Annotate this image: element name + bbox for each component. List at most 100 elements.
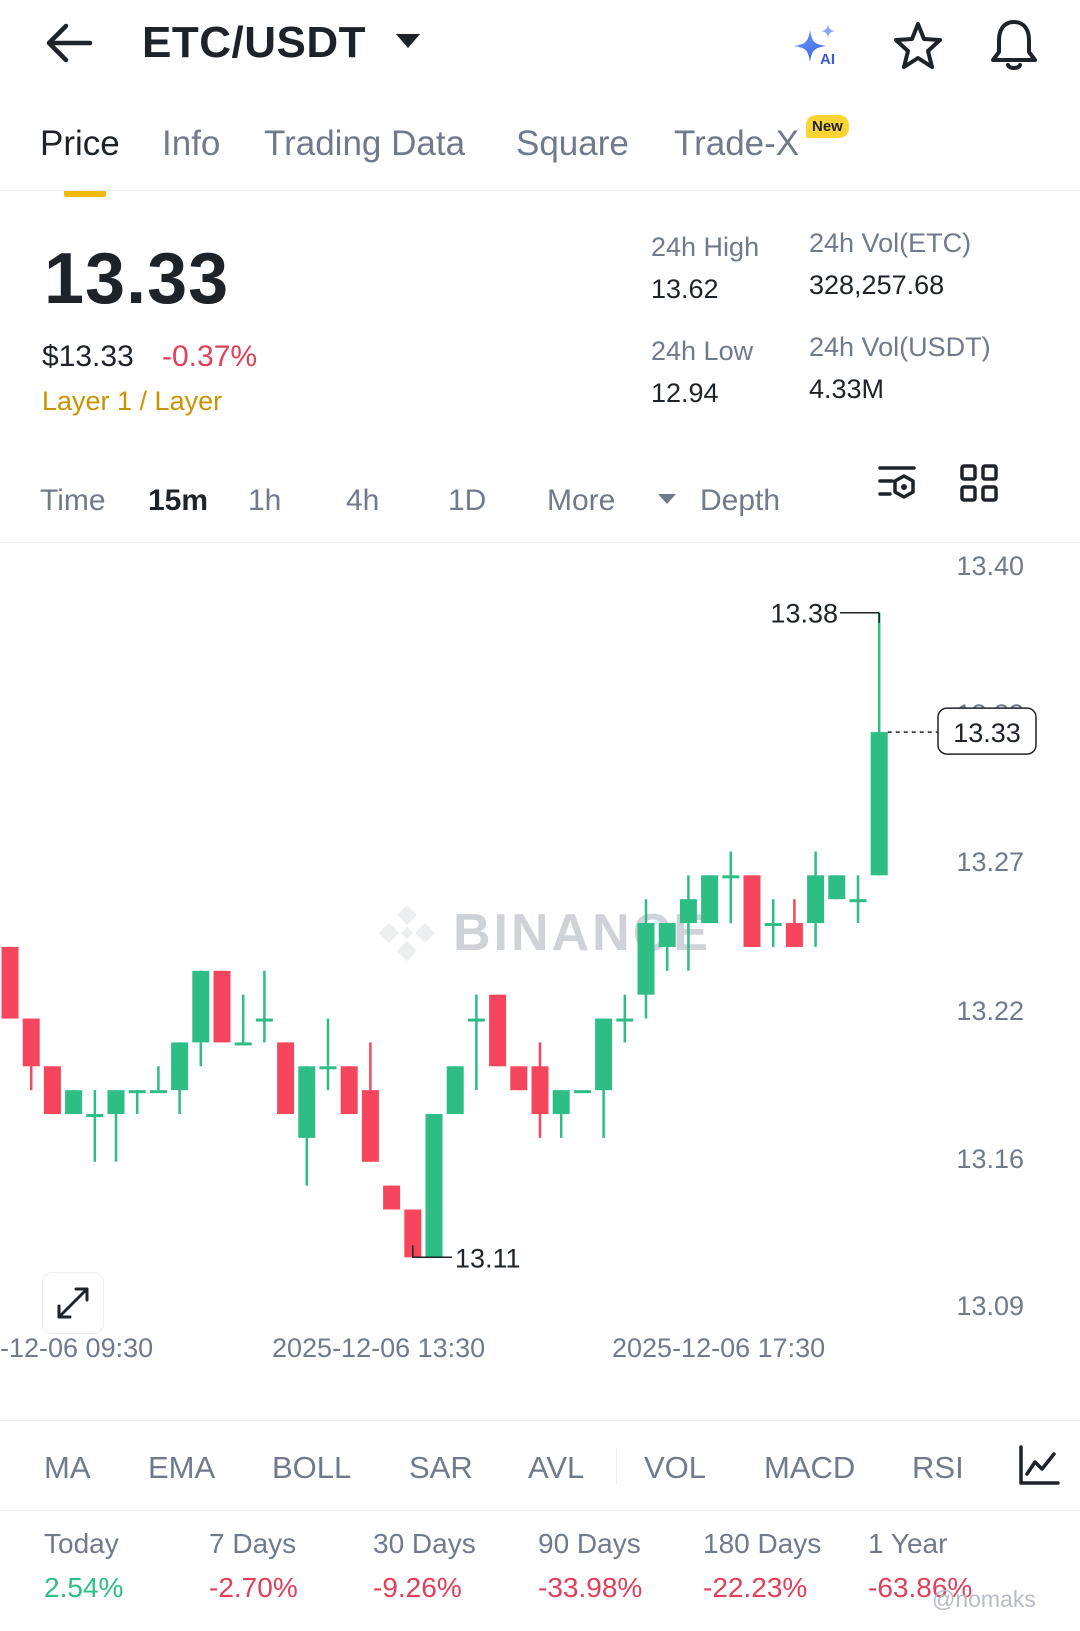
grid-layout-icon[interactable]: [960, 464, 998, 502]
candle: [828, 875, 846, 900]
perf-label-30d: 30 Days: [373, 1528, 476, 1559]
candle: [701, 875, 719, 924]
price-change-percent: -0.37%: [162, 340, 258, 373]
candle: [552, 1090, 570, 1138]
star-icon[interactable]: [892, 20, 944, 72]
more-caret-icon: [658, 494, 676, 504]
perf-label-today: Today: [44, 1528, 119, 1559]
interval-1h[interactable]: 1h: [248, 484, 282, 517]
ai-sparkle-icon[interactable]: AI: [792, 22, 844, 68]
candle-body: [764, 923, 782, 927]
binance-watermark: BINANCE: [379, 904, 708, 962]
back-arrow-icon[interactable]: [44, 20, 94, 66]
perf-value-180d: -22.23%: [703, 1572, 808, 1603]
interval-depth[interactable]: Depth: [700, 484, 781, 517]
min-price-label: 13.11: [455, 1243, 521, 1273]
tab-price[interactable]: Price: [40, 124, 120, 163]
candle: [531, 1042, 549, 1138]
indicator-rsi[interactable]: RSI: [912, 1450, 964, 1485]
candle: [679, 875, 697, 971]
indicator-macd[interactable]: MACD: [764, 1450, 856, 1485]
interval-15m[interactable]: 15m: [148, 484, 209, 517]
candle: [658, 923, 676, 971]
candle: [595, 1018, 613, 1138]
candle-body: [616, 1018, 634, 1022]
candle-body: [531, 1066, 549, 1115]
candle-body: [828, 875, 846, 900]
candle: [128, 1090, 146, 1115]
category-link[interactable]: Layer 1 / Layer: [42, 386, 223, 416]
chart-bottom-divider: [0, 1420, 1080, 1421]
perf-value-7d: -2.70%: [209, 1572, 298, 1603]
tab-square[interactable]: Square: [516, 124, 629, 163]
indicator-settings-icon[interactable]: [1018, 1444, 1060, 1486]
candle: [446, 1066, 464, 1115]
candle-body: [701, 875, 719, 924]
expand-chart-button[interactable]: [42, 1272, 104, 1334]
candle-body: [425, 1114, 443, 1258]
candle: [849, 875, 867, 924]
pair-title[interactable]: ETC/USDT: [142, 18, 366, 67]
interval-more[interactable]: More: [547, 484, 616, 517]
candle-body: [489, 994, 507, 1067]
candle: [86, 1090, 104, 1162]
candle-body: [149, 1090, 167, 1094]
interval-1d[interactable]: 1D: [448, 484, 487, 517]
x-tick-label: 2025-12-06 17:30: [612, 1333, 825, 1363]
candle-body: [86, 1114, 104, 1118]
bell-icon[interactable]: [988, 18, 1040, 72]
candle: [870, 612, 888, 876]
candlestick-chart[interactable]: BINANCE 13.40 13.33 13.27 13.22 13.16 13.09 -…: [0, 545, 1080, 1395]
indicator-avl[interactable]: AVL: [528, 1450, 585, 1485]
candle-body: [679, 899, 697, 924]
y-tick-label: 13.27: [956, 847, 1024, 877]
perf-value-today: 2.54%: [44, 1572, 124, 1603]
candle-body: [107, 1090, 125, 1115]
tab-trading-data[interactable]: Trading Data: [264, 124, 466, 163]
vol-usdt-label: 24h Vol(USDT): [809, 332, 991, 362]
candle-body: [870, 732, 888, 876]
candle-body: [743, 875, 761, 947]
candle-body: [319, 1066, 337, 1070]
candle: [340, 1066, 358, 1115]
usd-price: $13.33: [42, 340, 134, 373]
indicator-ma[interactable]: MA: [44, 1450, 91, 1485]
tab-trade-x[interactable]: Trade-X: [674, 124, 800, 163]
perf-label-90d: 90 Days: [538, 1528, 641, 1559]
high-value: 13.62: [651, 274, 719, 304]
candle: [234, 994, 252, 1046]
indicator-boll[interactable]: BOLL: [272, 1450, 352, 1485]
candle: [616, 994, 634, 1043]
y-tick-label: 13.09: [956, 1291, 1024, 1321]
perf-label-7d: 7 Days: [209, 1528, 297, 1559]
interval-time[interactable]: Time: [40, 484, 106, 517]
candle: [277, 1042, 295, 1115]
candle-body: [807, 875, 825, 924]
candle-body: [785, 923, 803, 947]
current-price-tag: [937, 707, 1037, 755]
candle-body: [22, 1018, 40, 1067]
indicator-separator: [616, 1448, 617, 1484]
tab-info[interactable]: Info: [162, 124, 221, 163]
indicator-vol[interactable]: VOL: [644, 1450, 707, 1485]
candle-body: [361, 1090, 379, 1162]
candle: [192, 970, 210, 1067]
candle: [637, 899, 655, 1019]
candle: [65, 1090, 83, 1115]
indicator-sar[interactable]: SAR: [409, 1450, 473, 1485]
chart-settings-icon[interactable]: [878, 464, 918, 502]
candle: [573, 1090, 591, 1094]
perf-label-1y: 1 Year: [868, 1528, 948, 1559]
candle-body: [234, 1042, 252, 1046]
x-tick-label: 2025-12-06 13:30: [272, 1333, 485, 1363]
candle-body: [340, 1066, 358, 1115]
candle-body: [510, 1066, 528, 1091]
indicator-ema[interactable]: EMA: [148, 1450, 216, 1485]
candle: [43, 1066, 61, 1115]
perf-value-1y: -63.86%: [868, 1572, 973, 1603]
candle-body: [298, 1066, 316, 1138]
candle: [171, 1042, 189, 1115]
interval-4h[interactable]: 4h: [346, 484, 380, 517]
candle-body: [43, 1066, 61, 1115]
caret-down-icon[interactable]: [396, 34, 420, 48]
